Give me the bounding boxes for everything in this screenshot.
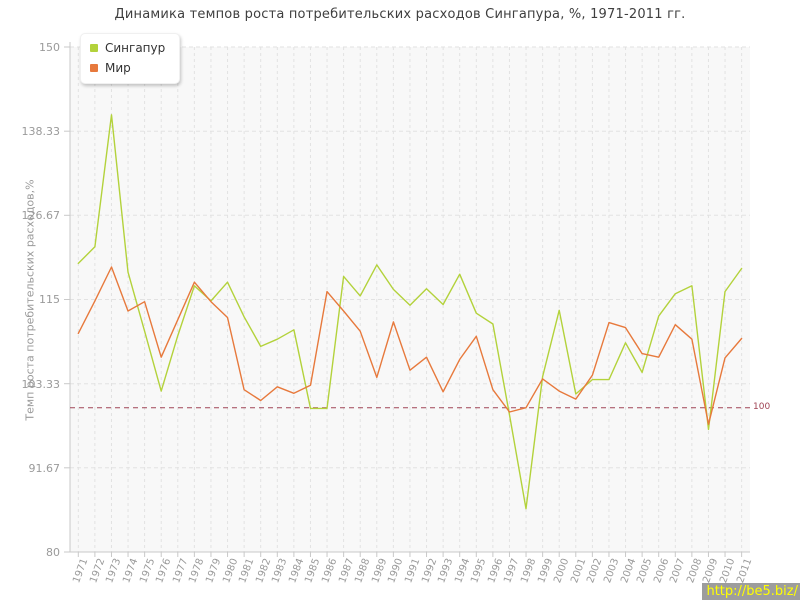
y-tick-label: 80 [46,546,60,559]
guide-line-label: 100 [753,401,771,412]
chart-title: Динамика темпов роста потребительских ра… [114,7,686,22]
y-tick-label: 91.67 [28,461,61,475]
singapore-series-marker-icon [90,44,98,52]
legend-label-singapore: Сингапур [105,41,166,55]
world-series-marker-icon [90,64,98,72]
y-tick-label: 115 [39,293,60,307]
legend: Сингапур Мир [80,33,181,84]
series-line-world [77,266,743,425]
watermark-link[interactable]: http://be5.biz/ [702,583,800,600]
y-tick-label: 103.33 [21,377,61,391]
y-tick-label: 138.33 [21,125,61,139]
legend-item-world[interactable]: Мир [90,61,165,75]
y-tick-label: 150 [39,40,60,54]
legend-item-singapore[interactable]: Сингапур [90,41,165,55]
y-tick-label: 126.67 [21,209,61,223]
legend-label-world: Мир [105,61,131,75]
series-line-singapore [77,114,743,510]
